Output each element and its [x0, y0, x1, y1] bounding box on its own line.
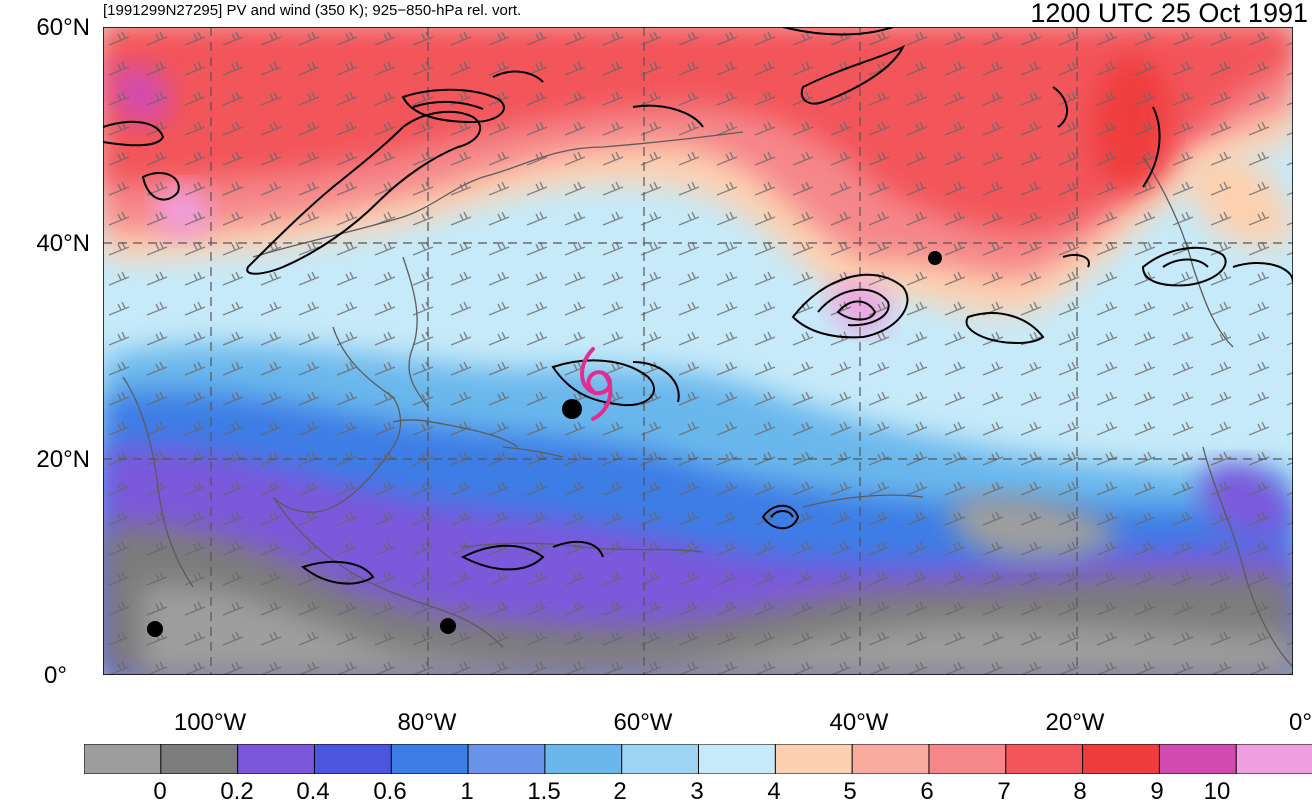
- map-timestamp: 1200 UTC 25 Oct 1991: [1030, 0, 1308, 28]
- colorbar-label: 10: [1203, 778, 1231, 805]
- lat-label-20n: 20°N: [36, 446, 90, 473]
- colorbar-swatch: [390, 744, 470, 774]
- map-title: [1991299N27295] PV and wind (350 K); 925…: [103, 2, 522, 19]
- colorbar-label: 6: [920, 778, 934, 805]
- colorbar-swatch: [1235, 744, 1312, 774]
- colorbar-label: 1: [460, 778, 474, 805]
- colorbar-label: 3: [690, 778, 704, 805]
- colorbar-label: 4: [767, 778, 781, 805]
- colorbar-label: 9: [1150, 778, 1164, 805]
- coastlines: [122, 131, 1293, 668]
- colorbar-label: 1.5: [527, 778, 561, 805]
- colorbar-swatch: [313, 744, 393, 774]
- colorbar-swatch: [1082, 744, 1161, 774]
- vorticity-maxima: [147, 251, 942, 637]
- lat-label-40n: 40°N: [36, 230, 90, 257]
- colorbar-label: 0.4: [296, 778, 330, 805]
- colorbar: [84, 744, 1312, 774]
- graticule: [103, 27, 1293, 675]
- colorbar-label: 5: [843, 778, 857, 805]
- lon-label-20w: 20°W: [1045, 709, 1105, 736]
- colorbar-swatch: [621, 744, 700, 774]
- colorbar-swatch: [160, 744, 239, 774]
- lon-label-0: 0°: [1289, 709, 1312, 736]
- lat-label-0: 0°: [44, 662, 67, 689]
- vorticity-contours: [103, 27, 1293, 585]
- colorbar-label: 2: [613, 778, 627, 805]
- colorbar-swatch: [84, 744, 162, 774]
- colorbar-swatch: [237, 744, 316, 774]
- colorbar-label: 8: [1073, 778, 1087, 805]
- colorbar-swatch: [698, 744, 777, 774]
- colorbar-label: 7: [997, 778, 1011, 805]
- colorbar-label: 0.6: [373, 778, 407, 805]
- colorbar-labels: 0 0.2 0.4 0.6 1 1.5 2 3 4 5 6 7 8 9 10: [125, 780, 1235, 804]
- lat-label-60n: 60°N: [36, 14, 90, 41]
- pv-field: [103, 27, 1293, 675]
- colorbar-swatch: [774, 744, 854, 774]
- colorbar-swatch: [467, 744, 546, 774]
- colorbar-swatch: [544, 744, 623, 774]
- colorbar-swatch: [1005, 744, 1084, 774]
- lon-label-60w: 60°W: [613, 709, 673, 736]
- lon-label-40w: 40°W: [829, 709, 889, 736]
- tropical-cyclone-icon: [580, 347, 613, 421]
- lon-label-80w: 80°W: [397, 709, 457, 736]
- colorbar-swatch: [851, 744, 930, 774]
- colorbar-label: 0.2: [220, 778, 254, 805]
- colorbar-label: 0: [153, 778, 167, 805]
- colorbar-swatch: [928, 744, 1007, 774]
- lon-label-100w: 100°W: [173, 709, 247, 736]
- weather-map: [103, 27, 1293, 675]
- colorbar-swatch: [1158, 744, 1238, 774]
